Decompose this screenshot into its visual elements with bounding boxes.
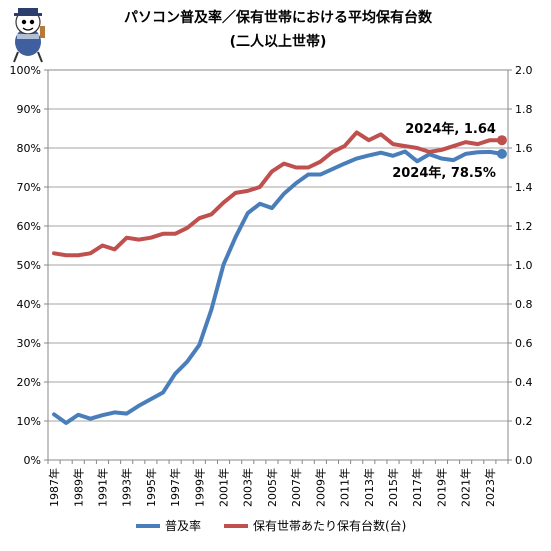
x-tick-label: 1991年 xyxy=(95,468,109,507)
right-y-tick-label: 0.2 xyxy=(515,415,533,428)
legend-label-units-per-household: 保有世帯あたり保有台数(台) xyxy=(253,518,406,533)
left-y-tick-label: 0% xyxy=(24,454,41,467)
mascot-character-icon xyxy=(13,8,45,63)
annotations: 2024年, 1.64 2024年, 78.5% xyxy=(392,121,507,181)
left-y-tick-label: 100% xyxy=(10,64,41,77)
legend: 普及率 保有世帯あたり保有台数(台) xyxy=(136,518,406,533)
data-label-0: 2024年, 1.64 xyxy=(405,121,496,137)
x-tick-label: 1993年 xyxy=(120,468,134,507)
x-tick-label: 2015年 xyxy=(386,468,400,507)
chart-title-line2: (二人以上世帯) xyxy=(230,33,327,50)
x-tick-label: 2007年 xyxy=(289,468,303,507)
series-group xyxy=(52,130,504,425)
left-y-tick-label: 30% xyxy=(17,337,41,350)
right-y-tick-label: 0.0 xyxy=(515,454,533,467)
x-tick-label: 2021年 xyxy=(459,468,473,507)
left-y-tick-label: 90% xyxy=(17,103,41,116)
legend-label-penetration-rate: 普及率 xyxy=(165,518,201,533)
right-y-tick-label: 1.8 xyxy=(515,103,533,116)
x-tick-label: 2003年 xyxy=(241,468,255,507)
x-tick-label: 2005年 xyxy=(265,468,279,507)
x-tick-label: 2019年 xyxy=(434,468,448,507)
left-y-tick-label: 70% xyxy=(17,181,41,194)
end-point-marker-0 xyxy=(496,135,507,146)
x-tick-label: 2001年 xyxy=(217,468,231,507)
series-line-1 xyxy=(52,130,504,258)
left-y-tick-label: 10% xyxy=(17,415,41,428)
chart-title-line1: パソコン普及率／保有世帯における平均保有台数 xyxy=(124,9,433,26)
left-y-axis: 0% 10% 20% 30% 40% 50% 60% 70% 80% 90% 100% xyxy=(10,64,48,467)
end-point-marker-1 xyxy=(496,148,507,159)
right-y-tick-label: 0.6 xyxy=(515,337,533,350)
right-y-tick-label: 1.4 xyxy=(515,181,533,194)
x-tick-label: 2009年 xyxy=(313,468,327,507)
right-y-tick-label: 1.6 xyxy=(515,142,533,155)
x-tick-label: 2013年 xyxy=(362,468,376,507)
series-line-0 xyxy=(52,149,504,425)
gridlines xyxy=(48,108,508,422)
right-y-tick-label: 1.2 xyxy=(515,220,533,233)
x-axis: 1987年 1989年 1991年 1993年 1995年 1997年 1999年 2001年… xyxy=(47,460,509,507)
x-tick-label: 1987年 xyxy=(47,468,61,507)
right-y-tick-label: 1.0 xyxy=(515,259,533,272)
x-tick-label: 1997年 xyxy=(168,468,182,507)
right-y-tick-label: 2.0 xyxy=(515,64,533,77)
right-y-tick-label: 0.8 xyxy=(515,298,533,311)
x-tick-label: 1999年 xyxy=(192,468,206,507)
x-tick-label: 1995年 xyxy=(144,468,158,507)
x-tick-label: 2011年 xyxy=(338,468,352,507)
left-y-tick-label: 50% xyxy=(17,259,41,272)
right-y-axis: 0.0 0.2 0.4 0.6 0.8 1.0 1.2 1.4 1.6 1.8 2.0 xyxy=(508,64,533,467)
x-tick-label: 2017年 xyxy=(410,468,424,507)
data-label-1: 2024年, 78.5% xyxy=(392,165,496,181)
right-y-tick-label: 0.4 xyxy=(515,376,533,389)
x-tick-label: 1989年 xyxy=(71,468,85,507)
left-y-tick-label: 40% xyxy=(17,298,41,311)
left-y-tick-label: 80% xyxy=(17,142,41,155)
x-tick-label: 2023年 xyxy=(483,468,497,507)
left-y-tick-label: 20% xyxy=(17,376,41,389)
left-y-tick-label: 60% xyxy=(17,220,41,233)
